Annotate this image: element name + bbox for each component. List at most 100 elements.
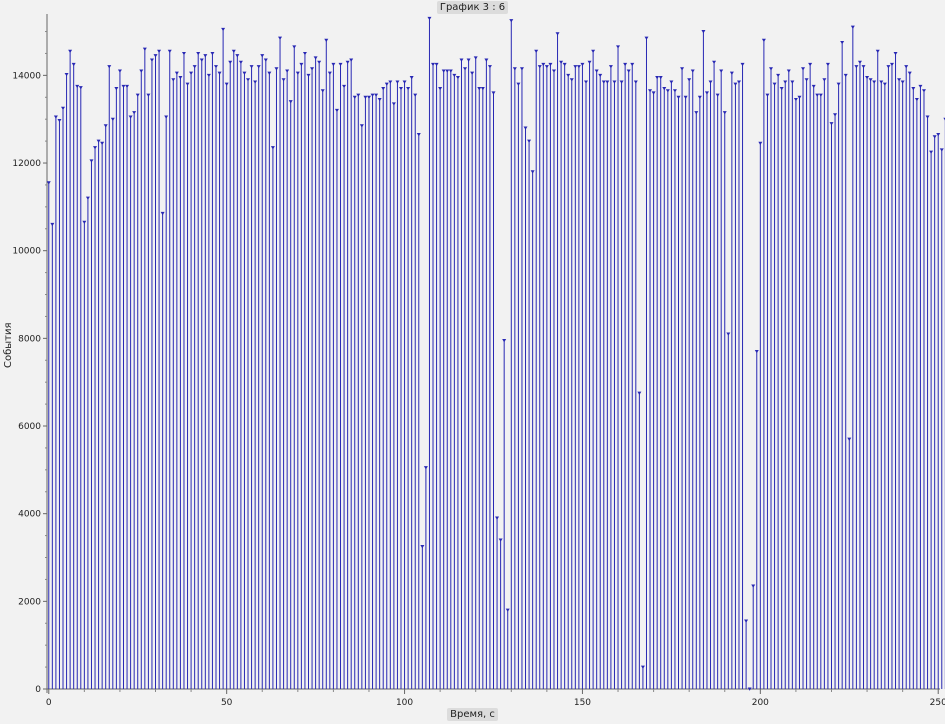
data-point <box>932 135 937 139</box>
y-tick-label: 14000 <box>12 71 41 81</box>
data-point <box>391 102 396 106</box>
data-point <box>463 67 468 71</box>
data-point <box>78 86 83 90</box>
data-point <box>61 106 66 111</box>
data-point <box>929 150 934 154</box>
data-point <box>939 148 944 152</box>
data-point <box>690 69 695 73</box>
data-point <box>100 141 105 146</box>
data-point <box>879 80 884 84</box>
data-point <box>840 40 845 45</box>
data-point <box>551 69 556 73</box>
data-point <box>334 108 339 113</box>
data-point <box>680 67 685 71</box>
data-point <box>338 62 343 67</box>
data-point <box>374 93 379 97</box>
data-point <box>46 181 51 185</box>
data-point <box>206 73 211 78</box>
data-point <box>861 65 866 69</box>
data-point <box>448 69 453 73</box>
data-point <box>302 51 307 56</box>
data-point <box>829 122 834 126</box>
data-point <box>381 87 386 91</box>
data-point <box>516 82 521 86</box>
data-point <box>541 62 546 67</box>
data-point <box>57 119 62 123</box>
data-point <box>416 133 421 137</box>
data-point <box>655 76 660 80</box>
data-point <box>292 45 297 49</box>
data-point <box>758 141 763 146</box>
data-point <box>886 65 891 69</box>
data-point <box>164 115 169 119</box>
x-axis-label: Время, с <box>0 708 945 721</box>
data-point <box>672 89 677 93</box>
data-point <box>612 80 617 84</box>
data-point <box>914 97 919 102</box>
y-tick-label: 2000 <box>18 597 41 607</box>
y-axis-label: События <box>3 322 14 368</box>
data-point <box>366 95 371 100</box>
data-point <box>103 124 108 128</box>
data-point <box>174 71 179 75</box>
data-point <box>235 54 240 58</box>
data-point <box>893 51 898 56</box>
data-point <box>82 220 87 224</box>
data-point <box>185 82 190 86</box>
data-point <box>146 93 151 97</box>
data-point <box>726 332 731 336</box>
data-point <box>199 58 204 62</box>
data-point <box>665 89 670 93</box>
data-point <box>455 76 460 80</box>
data-point <box>149 58 154 62</box>
data-point <box>633 80 638 84</box>
data-point <box>260 54 265 58</box>
data-point <box>594 69 599 73</box>
data-point <box>865 76 870 80</box>
data-point <box>676 95 681 100</box>
data-point <box>502 339 507 343</box>
data-point <box>388 80 393 84</box>
data-point <box>331 62 336 67</box>
y-tick-label: 4000 <box>18 510 41 520</box>
data-point <box>431 62 436 67</box>
data-point <box>132 111 137 115</box>
data-point <box>213 65 218 69</box>
x-tick-label: 50 <box>221 698 233 708</box>
data-point <box>605 80 610 84</box>
data-point <box>221 27 226 32</box>
data-point <box>68 49 73 54</box>
data-point <box>270 146 275 150</box>
data-point <box>882 82 887 86</box>
data-point <box>477 87 482 91</box>
data-point <box>804 78 809 82</box>
data-point <box>722 111 727 115</box>
data-point <box>495 516 500 520</box>
data-point <box>587 60 592 65</box>
data-point <box>327 71 332 75</box>
data-point <box>736 80 741 84</box>
data-point <box>761 38 766 43</box>
data-point <box>648 89 653 93</box>
data-point <box>356 93 361 97</box>
data-point <box>278 36 283 40</box>
data-point <box>135 93 140 97</box>
data-point <box>409 76 414 80</box>
data-point <box>790 80 795 84</box>
data-point <box>936 133 941 137</box>
data-point <box>203 54 208 58</box>
data-point <box>712 60 717 65</box>
data-point <box>623 62 628 67</box>
data-point <box>669 80 674 84</box>
data-point <box>584 80 589 84</box>
data-point <box>89 159 94 163</box>
data-point <box>484 58 489 62</box>
data-point <box>626 69 631 73</box>
data-point <box>683 95 688 100</box>
data-point <box>498 538 503 542</box>
data-point <box>85 196 90 200</box>
data-point <box>765 93 770 97</box>
data-point <box>196 51 201 56</box>
data-point <box>619 80 624 84</box>
